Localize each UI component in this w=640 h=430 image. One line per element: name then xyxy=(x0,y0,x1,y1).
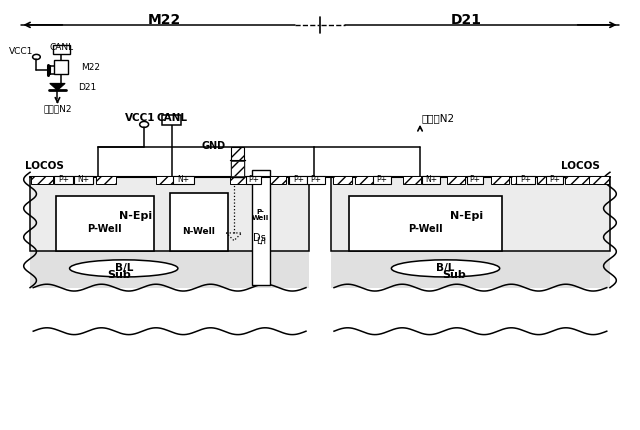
Bar xyxy=(74,176,93,184)
Bar xyxy=(269,176,286,184)
Text: P+: P+ xyxy=(293,175,304,184)
Bar xyxy=(170,193,228,251)
Bar xyxy=(54,176,74,184)
Bar xyxy=(231,161,244,176)
Bar xyxy=(447,176,465,184)
Text: Ds: Ds xyxy=(253,233,266,243)
Bar xyxy=(373,176,391,184)
Text: P+: P+ xyxy=(520,175,531,184)
Bar xyxy=(231,160,244,177)
Bar xyxy=(355,176,373,184)
Bar xyxy=(331,251,610,288)
Text: B/L: B/L xyxy=(115,264,133,273)
Bar xyxy=(289,176,307,184)
Bar xyxy=(403,176,420,184)
Bar xyxy=(537,176,557,184)
Bar xyxy=(231,147,244,160)
Bar xyxy=(349,196,502,251)
Text: N-Epi: N-Epi xyxy=(118,211,152,221)
Text: P-
Well: P- Well xyxy=(252,209,269,221)
Bar xyxy=(54,60,68,74)
Text: ノードN2: ノードN2 xyxy=(421,114,454,123)
Bar xyxy=(331,177,610,251)
Text: CANL: CANL xyxy=(157,114,188,123)
Text: N+: N+ xyxy=(177,175,189,184)
Bar xyxy=(546,176,563,184)
Text: N-Well: N-Well xyxy=(182,227,216,236)
Text: LOCOS: LOCOS xyxy=(561,161,600,171)
Text: Sub: Sub xyxy=(108,270,131,280)
Text: ノードN2: ノードN2 xyxy=(44,104,72,114)
Bar xyxy=(96,176,116,184)
Text: P+: P+ xyxy=(58,175,69,184)
Text: P-Well: P-Well xyxy=(408,224,442,233)
Text: P+: P+ xyxy=(469,175,481,184)
Bar xyxy=(467,176,483,184)
Bar xyxy=(252,170,269,286)
Bar xyxy=(333,176,353,184)
Text: N-Epi: N-Epi xyxy=(450,211,483,221)
Text: VCC1: VCC1 xyxy=(9,47,33,56)
Text: P+: P+ xyxy=(248,175,259,184)
Text: M22: M22 xyxy=(81,63,100,72)
Bar xyxy=(516,176,536,184)
Bar xyxy=(30,177,309,251)
Bar xyxy=(30,251,309,288)
Bar xyxy=(491,176,509,184)
Text: GND: GND xyxy=(202,141,226,151)
Text: D21: D21 xyxy=(451,13,482,27)
Bar xyxy=(331,177,610,251)
Polygon shape xyxy=(50,83,65,90)
Text: N+: N+ xyxy=(77,175,90,184)
Text: M22: M22 xyxy=(147,13,180,27)
Bar xyxy=(511,176,529,184)
Bar xyxy=(56,196,154,251)
Bar xyxy=(162,115,181,125)
Text: N+: N+ xyxy=(425,175,437,184)
Bar xyxy=(31,176,53,184)
Text: P-Well: P-Well xyxy=(88,224,122,233)
Bar xyxy=(246,176,261,184)
Text: Sub: Sub xyxy=(442,270,466,280)
Text: LOCOS: LOCOS xyxy=(25,161,63,171)
Bar xyxy=(53,45,70,54)
Bar xyxy=(564,176,590,184)
Ellipse shape xyxy=(70,260,178,277)
Text: CANL: CANL xyxy=(50,43,74,52)
Bar xyxy=(230,176,246,184)
Bar xyxy=(589,176,609,184)
Text: P+: P+ xyxy=(549,175,560,184)
Bar xyxy=(156,176,174,184)
Bar xyxy=(307,176,325,184)
Ellipse shape xyxy=(392,260,500,277)
Text: VCC1: VCC1 xyxy=(125,114,156,123)
Bar xyxy=(422,176,440,184)
Text: P+: P+ xyxy=(310,175,322,184)
Bar xyxy=(287,176,307,184)
Bar xyxy=(173,176,194,184)
Text: B/L: B/L xyxy=(436,264,455,273)
Text: D21: D21 xyxy=(78,83,96,92)
Text: P+: P+ xyxy=(376,175,387,184)
Bar xyxy=(30,177,309,251)
Text: L/I: L/I xyxy=(256,236,266,245)
